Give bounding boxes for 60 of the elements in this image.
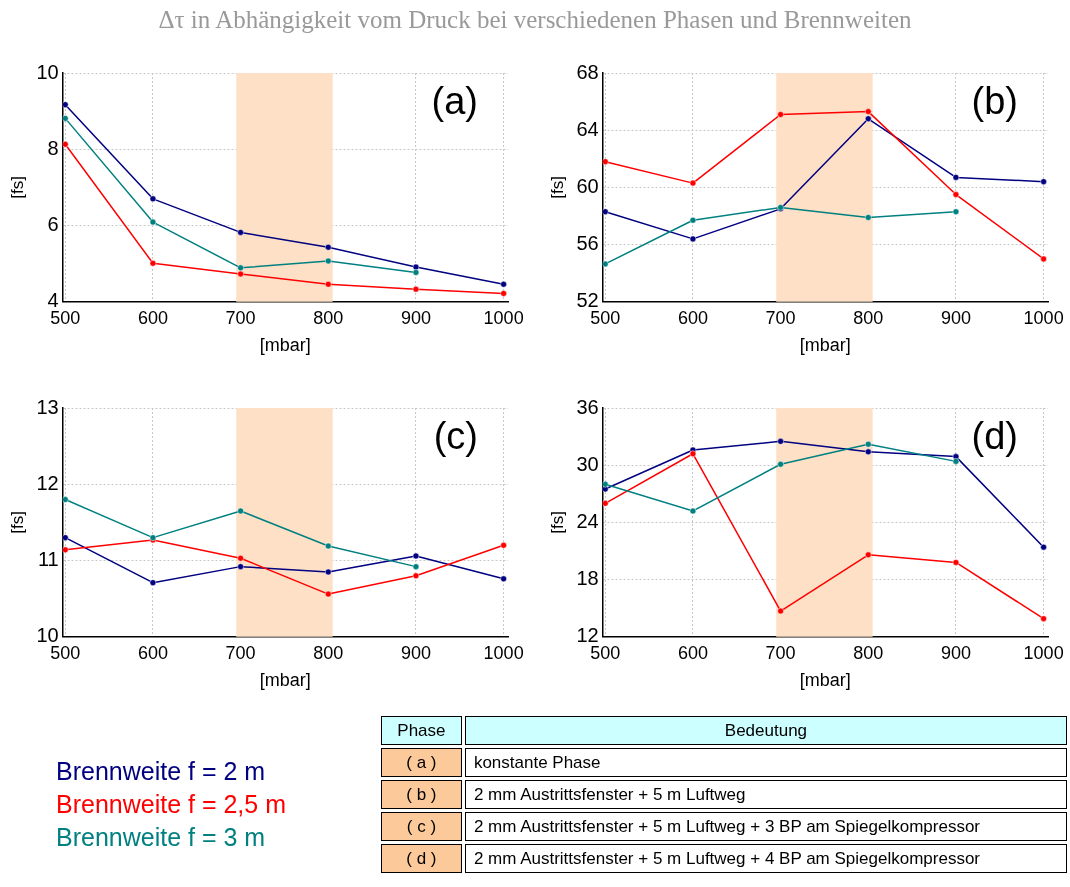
- x-tick-label: 800: [853, 307, 884, 328]
- text: Brennweite f = 3 m: [56, 822, 267, 853]
- text: Phase: [381, 716, 462, 745]
- chart-title: Δτ in Abhängigkeit vom Druck bei verschiedenen Phasen und Brennweiten: [157, 6, 913, 34]
- x-axis-title: [mbar]: [799, 670, 851, 691]
- annotation: (b): [971, 80, 1018, 123]
- y-tick-label: 8: [47, 136, 59, 159]
- y-tick-label: 30: [576, 452, 599, 475]
- y-tick-label: 11: [37, 548, 59, 571]
- x-tick-label: 700: [225, 307, 256, 328]
- text: ( d ): [381, 844, 462, 873]
- x-tick-label: 1000: [483, 307, 524, 328]
- x-tick-label: 900: [400, 307, 431, 328]
- y-axis-title: [fs]: [547, 511, 567, 534]
- y-tick-label: 56: [576, 232, 599, 255]
- y-tick-label: 60: [576, 174, 599, 197]
- y-tick-label: 68: [576, 60, 599, 83]
- x-tick-label: 900: [940, 642, 971, 663]
- x-axis-title: [mbar]: [259, 670, 311, 691]
- y-tick-label: 10: [36, 60, 59, 83]
- text: ( c ): [381, 812, 462, 841]
- text: konstante Phase: [464, 748, 1067, 777]
- y-tick-label: 36: [576, 395, 599, 418]
- annotation: (c): [433, 415, 478, 458]
- text: Brennweite f = 2,5 m: [56, 789, 286, 820]
- annotation: (d): [971, 415, 1018, 458]
- x-tick-label: 900: [400, 642, 431, 663]
- x-tick-label: 700: [765, 307, 796, 328]
- x-tick-label: 800: [313, 307, 344, 328]
- text: Bedeutung: [464, 716, 1067, 745]
- y-tick-label: 18: [576, 567, 599, 590]
- y-axis-title: [fs]: [7, 511, 27, 534]
- x-tick-label: 800: [313, 642, 344, 663]
- text: ( b ): [381, 780, 462, 809]
- text: 2 mm Austrittsfenster + 5 m Luftweg: [464, 780, 1067, 809]
- y-tick-label: 13: [36, 395, 59, 418]
- x-axis-title: [mbar]: [799, 335, 851, 356]
- x-tick-label: 600: [677, 307, 708, 328]
- x-tick-label: 1000: [483, 642, 524, 663]
- text: ( a ): [381, 748, 462, 777]
- x-tick-label: 700: [225, 642, 256, 663]
- y-axis-title: [fs]: [547, 176, 567, 199]
- x-tick-label: 700: [765, 642, 796, 663]
- text: 2 mm Austrittsfenster + 5 m Luftweg + 3 BP am Spiegelkompressor: [464, 812, 1067, 841]
- x-tick-label: 600: [137, 642, 168, 663]
- x-tick-label: 1000: [1023, 642, 1064, 663]
- x-tick-label: 1000: [1023, 307, 1064, 328]
- y-tick-label: 64: [576, 117, 599, 140]
- x-tick-label: 600: [137, 307, 168, 328]
- x-axis-title: [mbar]: [259, 335, 311, 356]
- y-tick-label: 6: [47, 213, 59, 236]
- x-tick-label: 900: [940, 307, 971, 328]
- text: Brennweite f = 2 m: [56, 756, 267, 787]
- text: 2 mm Austrittsfenster + 5 m Luftweg + 4 BP am Spiegelkompressor: [464, 844, 1067, 873]
- y-axis-title: [fs]: [7, 176, 27, 199]
- x-tick-label: 600: [677, 642, 708, 663]
- x-tick-label: 800: [853, 642, 884, 663]
- y-tick-label: 12: [36, 471, 59, 494]
- annotation: (a): [431, 80, 478, 123]
- y-tick-label: 24: [576, 509, 599, 532]
